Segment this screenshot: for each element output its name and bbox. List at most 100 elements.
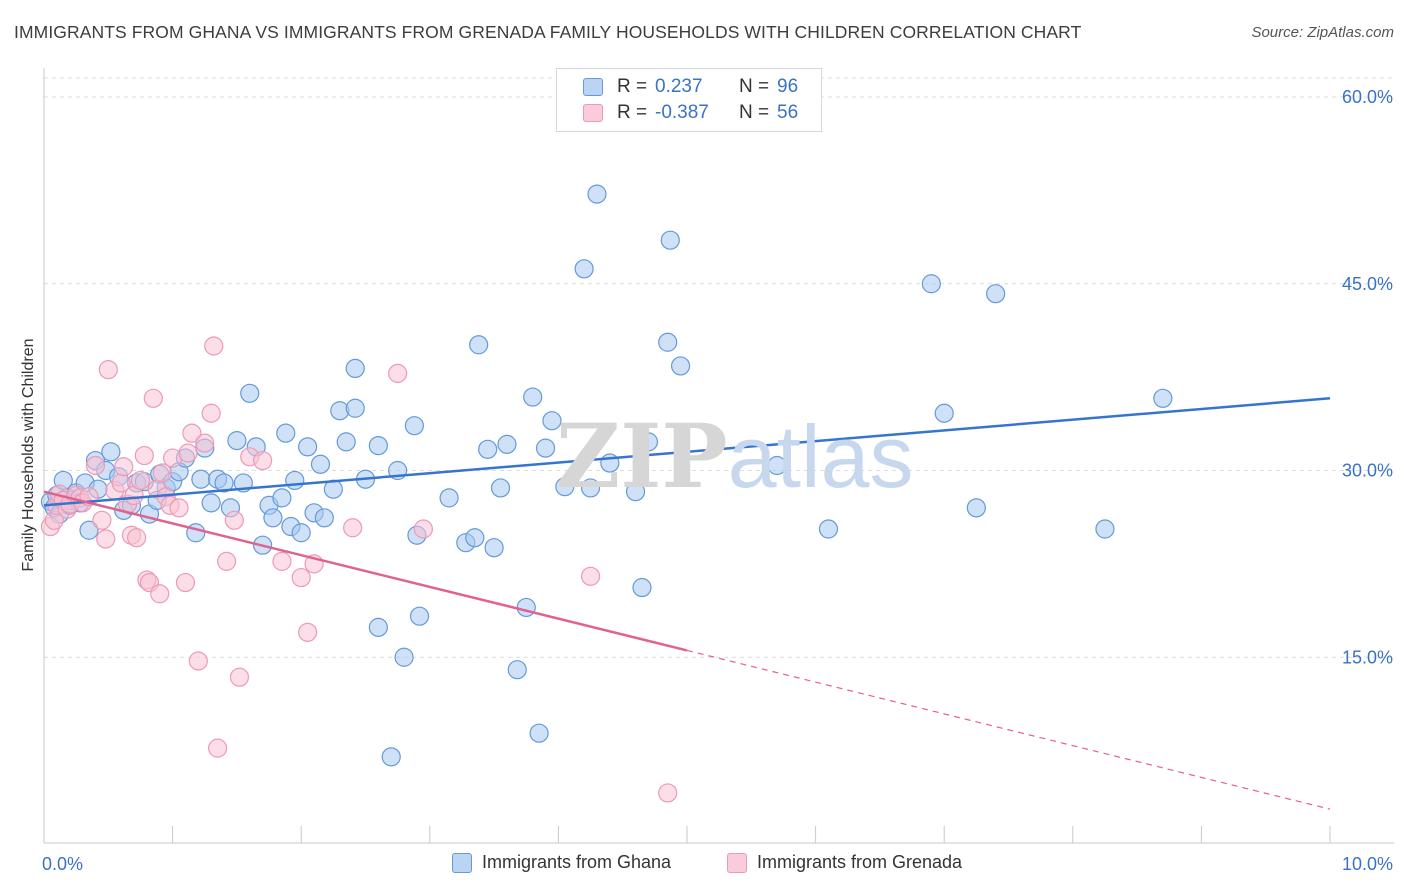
- n-label: N =: [739, 102, 770, 123]
- ghana-n-value: 96: [777, 76, 799, 97]
- tick-labels: 15.0% 30.0% 45.0% 60.0% 0.0% 10.0%: [42, 87, 1393, 874]
- ghana-point: [542, 411, 562, 431]
- ghana-point: [368, 436, 388, 456]
- grenada-point: [188, 651, 208, 671]
- gridlines: [44, 77, 1394, 658]
- legend-item-ghana: Immigrants from Ghana: [452, 852, 671, 873]
- grenada-n-value: 56: [777, 102, 799, 123]
- grenada-swatch: [583, 104, 603, 122]
- y-axis-title: Family Households with Children: [20, 338, 37, 572]
- zipatlas-watermark: ZIPatlas: [556, 404, 913, 508]
- ghana-point: [587, 184, 607, 204]
- grenada-point: [150, 584, 170, 604]
- grenada-point: [85, 455, 106, 476]
- y-tick-label: 30.0%: [1342, 461, 1393, 481]
- chart-title: IMMIGRANTS FROM GHANA VS IMMIGRANTS FROM…: [14, 22, 1082, 42]
- grenada-point: [126, 528, 147, 548]
- ghana-point: [921, 274, 941, 294]
- grenada-point: [130, 470, 151, 491]
- grenada-point: [143, 388, 163, 408]
- ghana-point: [632, 577, 652, 598]
- ghana-point: [555, 477, 575, 497]
- ghana-point: [469, 335, 489, 355]
- grenada-point: [253, 450, 273, 471]
- ghana-point: [529, 723, 549, 743]
- grenada-point: [217, 551, 237, 571]
- ghana-point: [409, 606, 430, 626]
- grenada-legend-swatch: [727, 852, 747, 873]
- ghana-swatch: [583, 78, 603, 96]
- source-attribution: Source: ZipAtlas.com: [1251, 24, 1394, 41]
- ghana-point: [478, 439, 498, 459]
- axes: [43, 68, 1394, 844]
- ghana-point: [638, 432, 659, 452]
- ghana-point: [484, 538, 504, 558]
- grenada-point: [298, 622, 318, 642]
- ghana-point: [404, 416, 424, 436]
- r-label: R =: [617, 76, 648, 97]
- ghana-point: [276, 423, 296, 443]
- ghana-point: [191, 469, 211, 489]
- ghana-point: [394, 647, 414, 667]
- ghana-point: [934, 403, 954, 423]
- ghana-point: [818, 519, 839, 539]
- ghana-point: [658, 332, 678, 352]
- legend-label-ghana: Immigrants from Ghana: [482, 852, 672, 872]
- ghana-r-value: 0.237: [655, 76, 703, 97]
- trend-line-ghana: [43, 397, 1331, 507]
- grenada-point: [272, 551, 292, 571]
- x-tick-label: 10.0%: [1342, 854, 1393, 874]
- r-label: R =: [617, 102, 648, 123]
- ghana-point: [580, 478, 601, 498]
- ghana-point: [314, 508, 334, 528]
- series-legend: Immigrants from Ghana Immigrants from Gr…: [0, 852, 1406, 876]
- ghana-point: [285, 470, 305, 491]
- ghana-point: [439, 488, 459, 508]
- trend-line-grenada-extrapolated: [686, 649, 1331, 810]
- y-tick-label: 45.0%: [1342, 274, 1393, 294]
- watermark-atlas: atlas: [727, 407, 914, 506]
- grenada-point: [229, 667, 250, 687]
- ghana-point: [214, 473, 234, 493]
- legend-row-ghana: R = 0.237 N = 96: [583, 74, 798, 100]
- ghana-point: [381, 747, 401, 767]
- ghana-point: [574, 259, 594, 279]
- ghana-point: [1095, 519, 1115, 539]
- legend-row-grenada: R = -0.387 N = 56: [583, 100, 798, 126]
- ghana-point: [291, 523, 311, 543]
- ghana-point: [625, 482, 646, 502]
- ghana-point: [966, 498, 986, 518]
- ghana-point: [516, 597, 536, 618]
- ghana-point: [368, 617, 388, 637]
- grenada-point: [343, 518, 363, 538]
- grenada-point: [178, 443, 198, 463]
- ghana-point: [272, 488, 292, 508]
- ghana-point: [201, 493, 221, 513]
- ghana-point: [497, 434, 517, 454]
- n-label: N =: [739, 76, 770, 97]
- grenada-point: [175, 572, 196, 593]
- grenada-point: [204, 336, 224, 356]
- grenada-point: [169, 498, 189, 518]
- grenada-point: [201, 403, 221, 423]
- ghana-point: [310, 454, 331, 474]
- ghana-legend-swatch: [452, 852, 472, 873]
- ghana-point: [1153, 388, 1173, 408]
- grenada-point: [96, 529, 116, 549]
- grenada-point: [152, 463, 172, 483]
- ghana-point: [345, 398, 365, 418]
- ghana-point: [660, 230, 680, 250]
- ghana-point: [535, 438, 556, 458]
- ghana-point: [101, 442, 121, 462]
- ghana-point: [465, 528, 485, 548]
- ghana-point: [79, 520, 99, 540]
- correlation-legend: R = 0.237 N = 96 R = -0.387 N = 56: [556, 68, 822, 132]
- ghana-point: [240, 383, 260, 403]
- grenada-point: [291, 567, 311, 588]
- ghana-point: [227, 431, 247, 451]
- y-tick-label: 15.0%: [1342, 647, 1393, 667]
- y-tick-label: 60.0%: [1342, 87, 1393, 107]
- ghana-point: [986, 284, 1006, 304]
- grenada-point: [92, 510, 112, 530]
- grenada-point: [114, 457, 134, 477]
